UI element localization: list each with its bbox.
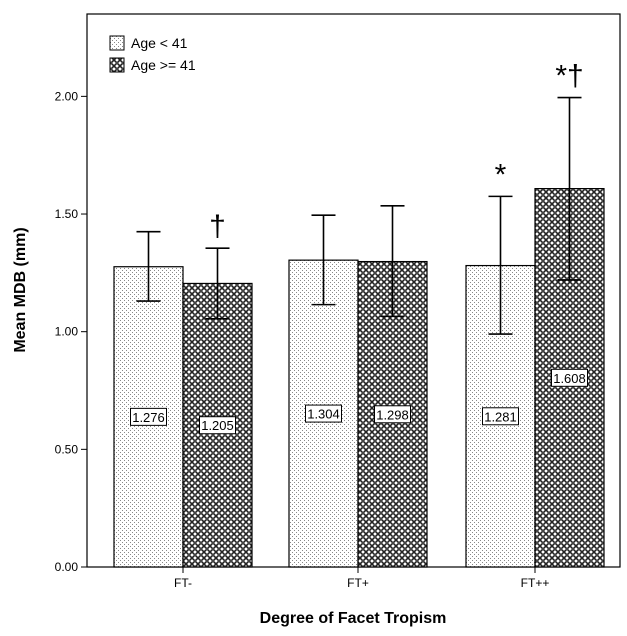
significance-markers-layer: † * *† [209, 60, 584, 244]
y-tick-label: 1.00 [55, 325, 79, 339]
data-label-box [199, 416, 236, 435]
y-tick-label: 2.00 [55, 89, 79, 103]
significance-marker: † [209, 210, 226, 243]
data-labels-layer: 1.276 1.205 1.304 1.298 1.281 1.608 [130, 368, 588, 435]
legend-label-age-under-41: Age < 41 [131, 35, 188, 51]
data-label-box [305, 404, 342, 423]
bars-layer [113, 188, 605, 568]
legend-swatch-age-41-plus [109, 57, 125, 73]
data-label-box [551, 368, 588, 387]
x-tick-label: FT- [174, 576, 192, 590]
error-bars-layer [136, 96, 582, 335]
data-label: 1.205 [201, 418, 234, 433]
x-axis-title: Degree of Facet Tropism [260, 610, 447, 627]
x-axis-ticks: FT- FT+ FT++ [174, 567, 549, 590]
data-label: 1.276 [132, 410, 165, 425]
data-label-box [130, 407, 167, 426]
y-tick-label: 0.00 [55, 560, 79, 574]
data-label: 1.304 [307, 407, 340, 422]
y-tick-label: 0.50 [55, 442, 79, 456]
x-tick-label: FT+ [347, 576, 369, 590]
y-axis-title: Mean MDB (mm) [12, 227, 29, 352]
legend-swatch-age-under-41 [109, 35, 125, 51]
data-label: 1.608 [553, 371, 586, 386]
y-axis-ticks: 0.00 0.50 1.00 1.50 2.00 [55, 89, 87, 574]
x-tick-label: FT++ [521, 576, 550, 590]
legend-label-age-41-plus: Age >= 41 [131, 57, 196, 73]
significance-marker: * [495, 158, 507, 191]
data-label-box [374, 405, 411, 424]
data-label: 1.298 [376, 407, 409, 422]
data-label: 1.281 [484, 409, 517, 424]
data-label-box [482, 407, 519, 426]
legend: Age < 41 Age >= 41 [109, 35, 196, 73]
y-tick-label: 1.50 [55, 207, 79, 221]
significance-marker: *† [555, 60, 583, 93]
